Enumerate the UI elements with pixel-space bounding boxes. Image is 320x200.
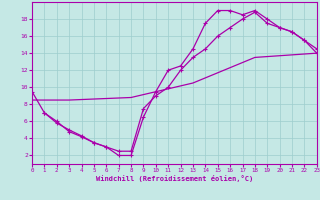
X-axis label: Windchill (Refroidissement éolien,°C): Windchill (Refroidissement éolien,°C) — [96, 175, 253, 182]
